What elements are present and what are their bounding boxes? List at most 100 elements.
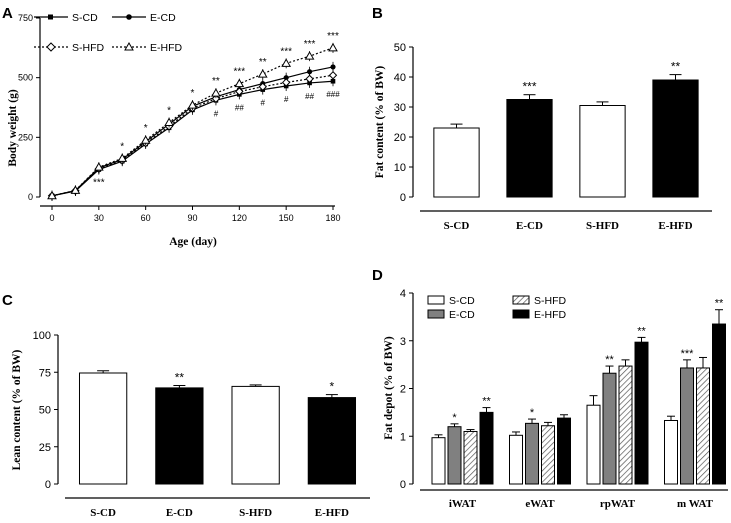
panel-c-category-label: S-CD	[90, 507, 116, 519]
panel-b-bar-s-hfd	[579, 105, 626, 198]
panel-b-ytick-label: 10	[394, 162, 406, 174]
panel-d-ytick-label: 2	[400, 384, 406, 396]
panel-b-ytick-label: 30	[394, 102, 406, 114]
panel-d-bar-m-wat-e-cd	[680, 367, 694, 485]
panel-d-group-ewat: * eWAT	[509, 407, 571, 510]
panel-d-ytick-label: 1	[400, 431, 406, 443]
panel-c-significance: *	[330, 380, 335, 394]
panel-a-hash: ##	[305, 92, 314, 101]
legend-s-hfd: S-HFD	[34, 42, 104, 54]
point-e-hfd	[47, 190, 57, 200]
panel-b-ytick-label: 40	[394, 72, 406, 84]
panel-a-xtick-label: 180	[325, 213, 340, 223]
panel-c-category-label: S-HFD	[239, 507, 272, 519]
panel-d-bar-iwat-e-cd	[447, 426, 462, 485]
panel-d-bar-m-wat-s-hfd	[696, 367, 710, 485]
panel-a-ytick-label: 750	[18, 13, 33, 23]
panel-a-xtick-label: 60	[141, 213, 151, 223]
legend-d-e-hfd: E-HFD	[512, 309, 566, 321]
panel-d-bar-rpwat-s-cd	[586, 404, 601, 485]
legend-d-e-cd: E-CD	[427, 309, 475, 321]
point-s-hfd	[258, 82, 267, 91]
panel-a-hash: ###	[326, 90, 340, 99]
point-s-hfd	[328, 71, 338, 80]
panel-c-ytick-label: 25	[39, 442, 51, 454]
panel-d-group-rpwat: ** ** rpWAT	[586, 325, 649, 510]
point-e-hfd	[70, 185, 81, 194]
point-e-hfd	[281, 58, 292, 67]
panel-d-bar-ewat-e-hfd	[557, 417, 571, 485]
panel-d-bar-rpwat-e-hfd	[634, 341, 649, 485]
panel-b-bar-group-e-cd: E-CD ***	[506, 80, 553, 232]
legend-d-label-e-cd: E-CD	[449, 309, 475, 321]
panel-d-bar-ewat-s-cd	[509, 434, 523, 485]
legend-d-s-cd: S-CD	[427, 295, 475, 307]
panel-c-letter: C	[2, 292, 13, 309]
panel-a-annotations: ***********************#### # ## ###	[93, 31, 340, 189]
panel-c-ytick-label: 100	[33, 330, 51, 342]
panel-d-significance: *	[452, 412, 457, 424]
point-e-hfd	[234, 78, 245, 88]
panel-a-star: **	[259, 57, 267, 68]
panel-d-significance: **	[715, 298, 724, 310]
panel-a-xtick-label: 120	[232, 213, 247, 223]
panel-c-bar-group-s-hfd: S-HFD	[231, 384, 280, 519]
panel-a-hash: ##	[235, 103, 244, 112]
panel-c-bar-e-hfd	[307, 397, 357, 485]
panel-c-significance: **	[175, 371, 185, 385]
panel-b-significance: **	[671, 60, 681, 74]
panel-a-star: *	[144, 123, 148, 134]
panel-a-hash: #	[261, 99, 266, 108]
panel-d-letter: D	[372, 267, 383, 284]
point-e-hfd	[257, 69, 268, 78]
panel-d-group-iwat: ***iWAT	[431, 396, 494, 510]
panel-b-bar-group-s-hfd: S-HFD	[579, 101, 626, 232]
legend-label-e-cd: E-CD	[150, 12, 176, 24]
panel-d-category-label: rpWAT	[600, 498, 636, 510]
panel-a-ytick-label: 250	[18, 132, 33, 142]
panel-a-star: ***	[280, 46, 292, 57]
panel-a-hash: #	[214, 109, 219, 118]
panel-d-ytick-label: 3	[400, 336, 406, 348]
panel-b-bar-group-s-cd: S-CD	[433, 123, 480, 232]
panel-c-ylabel: Lean content (% of BW)	[11, 349, 23, 470]
panel-b-chart: 0 10 20 30 40 50 S-CD E-CD *** S-HFD E-HFD **	[394, 42, 712, 232]
panel-c-category-label: E-CD	[166, 507, 193, 519]
panel-d-bar-ewat-e-cd	[525, 422, 539, 485]
panel-a-xlabel: Age (day)	[169, 236, 217, 248]
panel-a-letter: A	[2, 5, 13, 22]
legend-d-s-hfd: S-HFD	[512, 295, 566, 307]
panel-a-xtick-label: 90	[187, 213, 197, 223]
legend-s-cd: S-CD	[34, 12, 98, 24]
legend-d-label-s-cd: S-CD	[449, 295, 475, 307]
panel-d-ytick-label: 0	[400, 479, 406, 491]
panel-b: B 0 10 20 30 40 50 S-CD E-CD *** S-HFD E-HFD ** Fat…	[372, 5, 712, 232]
panel-b-letter: B	[372, 5, 383, 22]
panel-d-bar-m-wat-e-hfd	[712, 323, 726, 485]
panel-d-significance: **	[637, 325, 646, 337]
point-e-hfd	[304, 51, 315, 60]
panel-c-bar-group-s-cd: S-CD	[78, 370, 128, 519]
panel-a-star: *	[120, 141, 124, 152]
panel-d-category-label: iWAT	[449, 498, 477, 510]
series-line-e-cd	[51, 66, 334, 197]
panel-a-star: *	[191, 88, 195, 99]
legend-e-cd: E-CD	[112, 12, 176, 24]
legend-e-hfd: E-HFD	[112, 41, 182, 54]
legend-label-e-hfd: E-HFD	[150, 42, 182, 54]
panel-b-bar-group-e-hfd: E-HFD **	[652, 60, 699, 232]
legend-label-s-cd: S-CD	[72, 12, 98, 24]
panel-a-axes: 0 250 500 750 0 30 60 90 120 150 180	[18, 13, 341, 223]
panel-c-ytick-label: 75	[39, 367, 51, 379]
panel-d-category-label: m WAT	[677, 498, 714, 510]
panel-c-bar-s-hfd	[231, 385, 280, 485]
panel-b-category-label: S-HFD	[586, 220, 619, 232]
panel-d-bar-iwat-s-cd	[431, 437, 446, 485]
panel-a-xtick-label: 30	[94, 213, 104, 223]
panel-c-ytick-label: 0	[45, 479, 51, 491]
panel-d-ylabel: Fat depot (% of BW)	[383, 336, 395, 440]
panel-d-significance: *	[530, 407, 535, 419]
panel-b-bar-s-cd	[433, 127, 480, 198]
